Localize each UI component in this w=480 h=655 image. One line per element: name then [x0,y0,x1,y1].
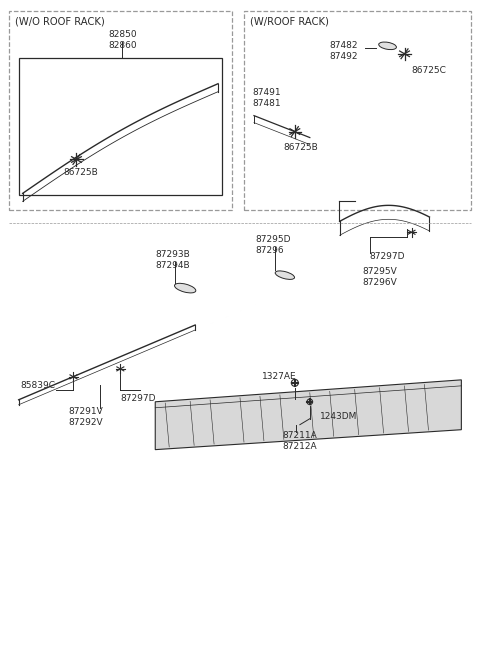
Text: 86725B: 86725B [283,143,318,151]
Text: 87297D: 87297D [120,394,156,403]
Text: 87291V: 87291V [69,407,103,416]
Text: 1243DM: 1243DM [320,412,357,421]
Text: 87212A: 87212A [282,441,316,451]
Text: 87491: 87491 [252,88,281,97]
Text: 85839C: 85839C [21,381,56,390]
Text: (W/ROOF RACK): (W/ROOF RACK) [250,17,329,27]
Text: 1327AE: 1327AE [262,372,297,381]
Text: 87293B: 87293B [155,250,190,259]
Ellipse shape [275,271,295,280]
Text: 87297D: 87297D [370,252,405,261]
Text: 82850: 82850 [108,30,137,39]
Text: 87482: 87482 [330,41,358,50]
Text: 87292V: 87292V [69,418,103,427]
Ellipse shape [175,284,196,293]
Polygon shape [155,380,461,449]
Text: (W/O ROOF RACK): (W/O ROOF RACK) [15,17,105,27]
Text: 87492: 87492 [330,52,358,61]
Text: 87481: 87481 [252,99,281,107]
Text: 87294B: 87294B [155,261,190,271]
Text: 87295V: 87295V [363,267,397,276]
Text: 86725B: 86725B [63,168,98,178]
Text: 87296V: 87296V [363,278,397,287]
Ellipse shape [379,42,396,50]
Text: 87211A: 87211A [282,431,317,440]
Text: 87296: 87296 [255,246,284,255]
Text: 87295D: 87295D [255,235,290,244]
Text: 82860: 82860 [108,41,137,50]
Text: 86725C: 86725C [411,66,446,75]
